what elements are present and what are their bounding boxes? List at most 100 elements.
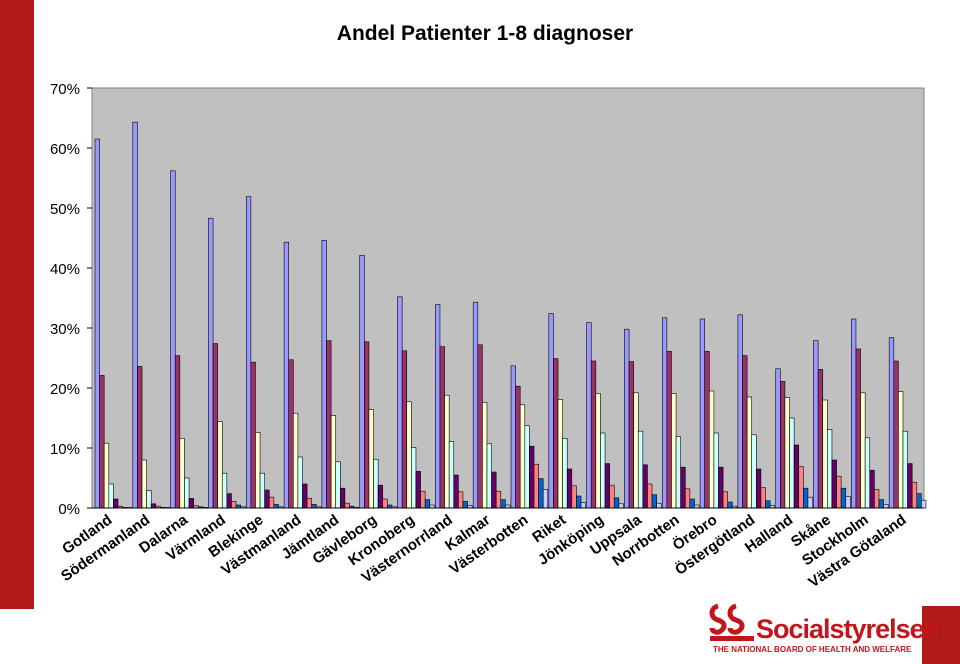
bar <box>553 358 559 509</box>
bar <box>893 360 899 509</box>
bar <box>231 501 237 509</box>
bar <box>519 404 526 509</box>
bar <box>330 415 337 509</box>
bar <box>807 496 813 509</box>
bar <box>576 495 582 509</box>
y-tick-label: 20% <box>50 381 80 398</box>
bar <box>495 490 502 509</box>
bar <box>624 328 630 509</box>
bar <box>827 429 833 509</box>
y-tick-label: 0% <box>58 501 80 518</box>
bar <box>874 489 880 509</box>
bar <box>571 485 577 509</box>
bar <box>212 343 218 509</box>
bar <box>377 484 384 509</box>
bar <box>661 317 668 509</box>
bar <box>775 368 781 509</box>
bar <box>708 390 715 509</box>
bar <box>288 359 294 509</box>
bar <box>364 341 370 509</box>
bar <box>633 392 639 509</box>
bar <box>704 351 710 509</box>
bar <box>344 502 350 509</box>
bar <box>99 375 105 509</box>
bar <box>921 499 927 509</box>
bar <box>860 392 866 509</box>
y-tick-label: 60% <box>50 141 80 158</box>
bar <box>548 313 554 509</box>
bar <box>883 504 889 509</box>
bar <box>245 196 252 509</box>
bar <box>538 478 544 509</box>
bar <box>642 464 648 509</box>
bar <box>845 496 851 509</box>
bar <box>424 499 431 509</box>
bar <box>613 497 620 509</box>
bar <box>184 477 190 509</box>
bar <box>784 397 790 509</box>
bar <box>756 468 762 509</box>
y-tick-label: 30% <box>50 321 80 338</box>
bar <box>382 498 388 509</box>
bar <box>221 472 228 509</box>
bar <box>250 361 256 509</box>
bar <box>326 340 332 509</box>
bar <box>864 437 871 509</box>
bar <box>500 499 506 509</box>
bar <box>340 487 346 509</box>
bar <box>727 501 733 509</box>
logo-emblem-icon <box>709 603 754 641</box>
left-brand-bar <box>0 0 34 609</box>
bar <box>637 430 644 509</box>
bar <box>439 346 445 509</box>
bar <box>916 493 922 509</box>
bar <box>878 499 884 509</box>
bar <box>600 432 606 509</box>
bar <box>557 399 563 509</box>
y-tick-label: 50% <box>50 201 80 218</box>
bar <box>373 459 379 509</box>
bar <box>524 425 530 509</box>
bar <box>831 459 837 509</box>
bar <box>444 394 450 509</box>
bar <box>760 487 766 509</box>
bar <box>297 456 303 509</box>
chart-title: Andel Patienter 1-8 diagnoser <box>336 22 634 45</box>
socialstyrelsen-logo: Socialstyrelsen THE NATIONAL BOARD OF HE… <box>706 600 940 660</box>
bar <box>141 459 147 509</box>
bar <box>208 217 214 509</box>
bar <box>675 436 681 509</box>
y-tick-label: 10% <box>50 441 80 458</box>
bar <box>898 391 904 509</box>
bar <box>306 498 312 509</box>
bar <box>533 463 539 509</box>
bar <box>420 490 426 509</box>
bar <box>590 360 597 509</box>
bar <box>671 393 677 509</box>
bar <box>273 504 279 509</box>
bar <box>869 469 875 509</box>
bar <box>746 396 753 509</box>
bar <box>510 365 516 509</box>
bar <box>798 466 804 509</box>
bar <box>813 340 819 509</box>
bar <box>855 348 861 509</box>
bar <box>179 438 185 509</box>
bar <box>359 255 365 509</box>
bar <box>472 301 479 509</box>
bar <box>311 504 317 509</box>
bar <box>718 466 724 509</box>
bar <box>146 490 152 509</box>
bar <box>188 498 194 509</box>
bar <box>851 318 857 509</box>
bar <box>656 502 662 509</box>
bar <box>595 393 601 509</box>
bar <box>722 491 728 509</box>
bar <box>713 432 719 509</box>
bar <box>132 121 138 509</box>
bar <box>751 434 757 509</box>
bar <box>486 443 492 509</box>
bar <box>174 355 181 509</box>
bar <box>742 355 748 509</box>
bar <box>491 471 497 509</box>
